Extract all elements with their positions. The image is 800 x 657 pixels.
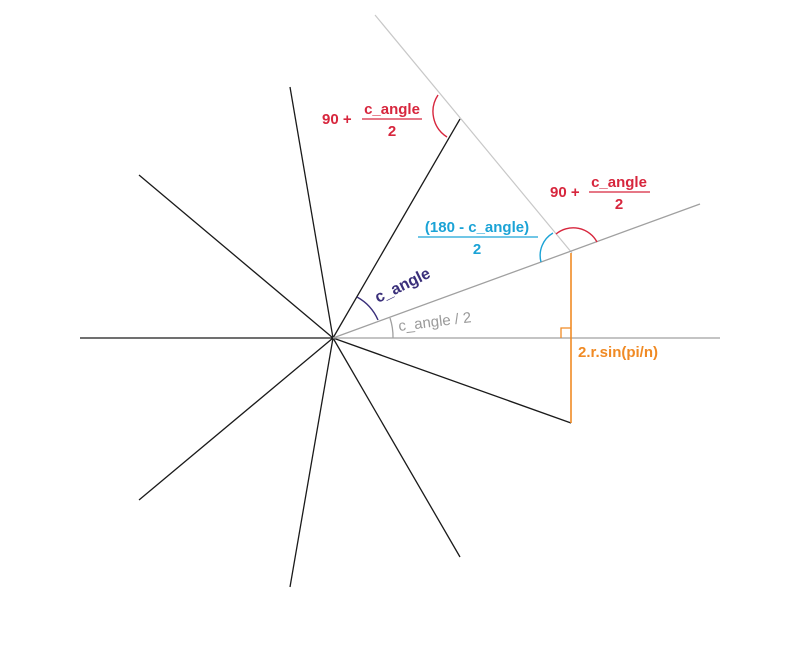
top-vertex-arc: [432, 94, 448, 138]
spoke-lower-left: [138, 337, 334, 501]
right-angle-denominator: 2: [615, 196, 623, 213]
right-angle-prefix: 90 +: [550, 184, 584, 201]
spoke-lower-right: [332, 337, 572, 424]
half-angle-label: c_angle / 2: [397, 309, 472, 335]
half-angle-arc: [389, 317, 394, 339]
bisector-line: [332, 203, 701, 339]
c-angle-label: c_angle: [372, 265, 433, 306]
top-angle-prefix: 90 +: [322, 111, 356, 128]
top-angle-denominator: 2: [388, 123, 396, 140]
right-angle-numerator: c_angle: [591, 174, 647, 191]
spokes: [80, 86, 572, 588]
c-angle-arc: [356, 296, 379, 321]
right-angle-marker: [560, 327, 571, 338]
chord-label: 2.r.sin(pi/n): [578, 344, 658, 361]
spoke-upper-right: [332, 118, 461, 339]
spoke-up: [289, 86, 334, 339]
blue-angle-arc: [539, 232, 554, 263]
right-vertex-arc: [555, 227, 598, 243]
right-angle-label: 90 + c_angle 2: [550, 174, 650, 213]
spoke-down: [289, 337, 334, 588]
spoke-upper-left: [138, 174, 334, 339]
blue-angle-numerator: (180 - c_angle): [425, 219, 529, 236]
blue-angle-denominator: 2: [473, 241, 481, 258]
top-angle-label: 90 + c_angle 2: [322, 101, 422, 140]
blue-angle-label: (180 - c_angle) 2: [418, 219, 538, 258]
polygon-edge-line: [374, 14, 573, 254]
top-angle-numerator: c_angle: [364, 101, 420, 118]
spoke-lower-mid: [332, 337, 461, 558]
